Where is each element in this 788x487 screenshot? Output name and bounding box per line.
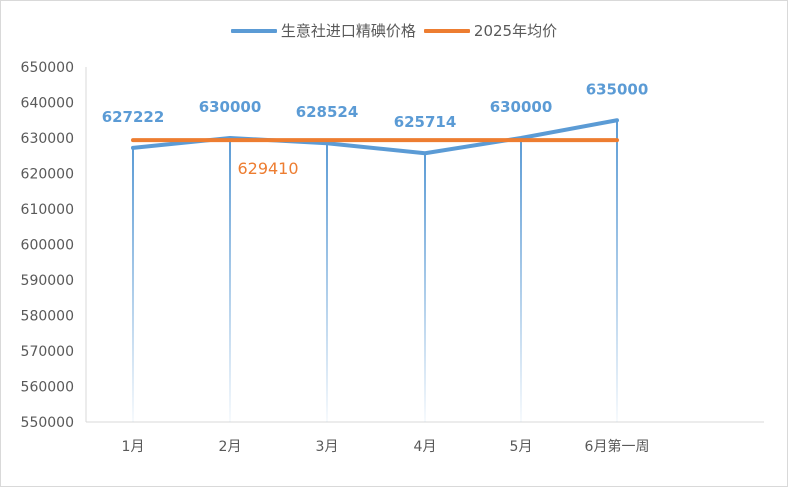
drop-line: [424, 153, 426, 422]
x-tick-label: 2月: [219, 439, 242, 455]
data-label-series-1: 630000: [199, 98, 262, 116]
y-tick-label: 620000: [21, 167, 74, 183]
data-label-series-1: 628524: [296, 103, 359, 121]
x-tick-label: 3月: [316, 439, 339, 455]
y-tick-label: 640000: [21, 96, 74, 112]
data-label-series-1: 627222: [102, 108, 165, 126]
drop-line: [616, 120, 618, 422]
series-line-import-iodine-price: [131, 118, 619, 156]
legend-swatch-series-1: [230, 28, 277, 33]
legend-label-series-1: 生意社进口精碘价格: [280, 22, 416, 40]
y-tick-label: 610000: [21, 202, 74, 218]
drop-line: [520, 138, 522, 422]
y-tick-label: 560000: [21, 380, 74, 396]
x-tick-label: 4月: [414, 439, 437, 455]
y-tick-label: 550000: [21, 415, 74, 431]
y-tick-label: 570000: [21, 344, 74, 360]
legend-item-series-1: 生意社进口精碘价格: [230, 20, 416, 41]
y-tick-label: 580000: [21, 309, 74, 325]
data-label-series-2: 629410: [237, 159, 298, 178]
legend-item-series-2: 2025年均价: [423, 20, 558, 41]
legend: 生意社进口精碘价格 2025年均价: [0, 20, 788, 41]
y-tick-label: 630000: [21, 131, 74, 147]
x-tick-label: 1月: [122, 439, 145, 455]
y-tick-label: 590000: [21, 273, 74, 289]
y-tick-label: 650000: [21, 60, 74, 76]
legend-label-series-2: 2025年均价: [473, 22, 558, 40]
drop-line: [132, 147, 134, 423]
x-tick-label: 5月: [510, 439, 533, 455]
data-label-series-1: 625714: [394, 113, 457, 131]
x-tick-label: 6月第一周: [585, 438, 650, 455]
data-label-series-1: 630000: [490, 98, 553, 116]
drop-line: [229, 138, 231, 422]
y-tick-label: 600000: [21, 238, 74, 254]
legend-swatch-series-2: [423, 28, 470, 33]
drop-line: [326, 143, 328, 422]
data-label-series-1: 635000: [586, 80, 649, 98]
